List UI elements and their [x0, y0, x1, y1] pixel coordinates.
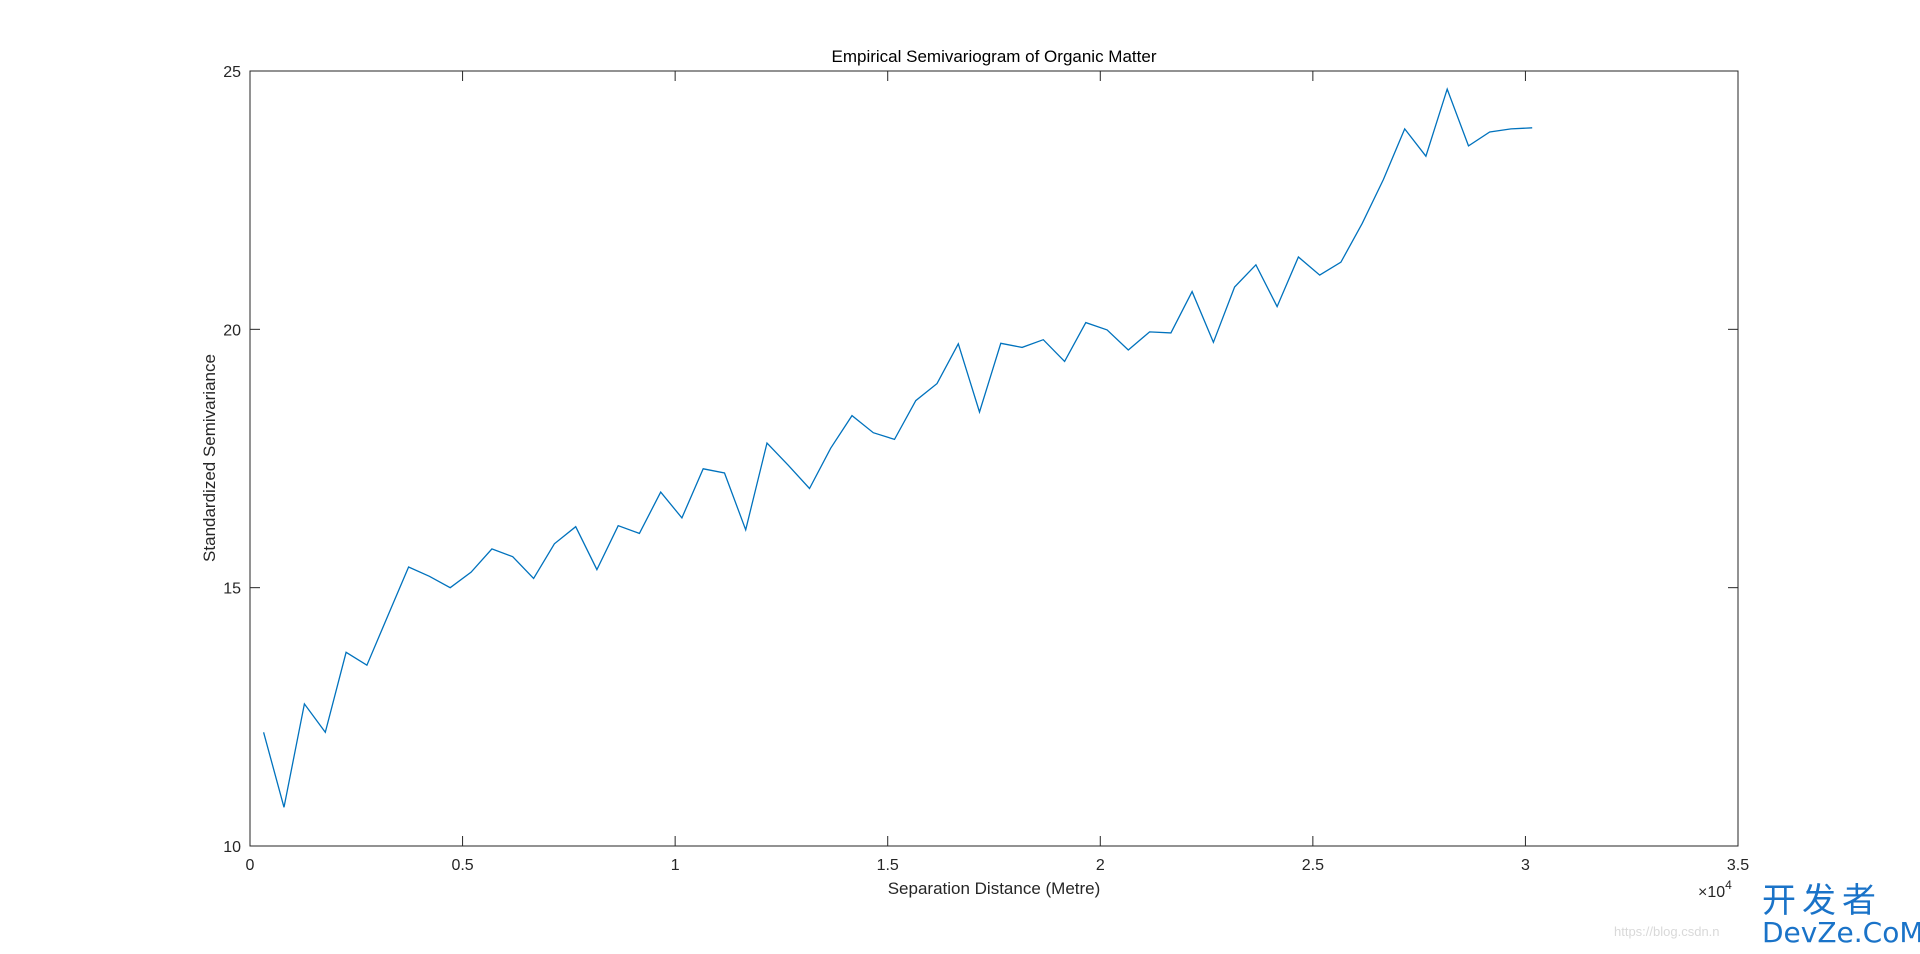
x-exponent-base: ×10	[1698, 884, 1725, 901]
y-tick-label: 25	[223, 64, 241, 81]
watermark-site-en: DevZe.CoM	[1762, 916, 1920, 949]
ticks-layer: 0 0.5 1 1.5 2 2.5 3 3.5 10 15 20 25	[223, 64, 1749, 874]
y-tick-label: 15	[223, 581, 241, 598]
x-exponent-power: 4	[1725, 878, 1732, 892]
axes-box	[249, 70, 1739, 847]
semivariance-line	[262, 87, 1533, 808]
x-axis-label: Separation Distance (Metre)	[888, 879, 1101, 898]
x-tick-label: 1	[671, 857, 680, 874]
y-tick-label: 10	[223, 839, 241, 856]
watermark-url: https://blog.csdn.n	[1614, 924, 1720, 939]
chart-title: Empirical Semivariogram of Organic Matte…	[832, 47, 1157, 66]
x-exponent-label: ×104	[1698, 878, 1732, 901]
x-tick-label: 2	[1096, 857, 1105, 874]
x-tick-label: 3.5	[1727, 857, 1749, 874]
series-layer	[262, 87, 1533, 808]
x-tick-label: 1.5	[877, 857, 899, 874]
y-tick-label: 20	[223, 322, 241, 339]
x-tick-label: 0.5	[451, 857, 473, 874]
x-tick-label: 0	[246, 857, 255, 874]
y-axis-label: Standardized Semivariance	[200, 354, 219, 562]
x-tick-label: 2.5	[1302, 857, 1324, 874]
watermark-site-cn: 开发者	[1762, 881, 1882, 921]
plot-area	[250, 71, 1738, 846]
x-tick-label: 3	[1521, 857, 1530, 874]
